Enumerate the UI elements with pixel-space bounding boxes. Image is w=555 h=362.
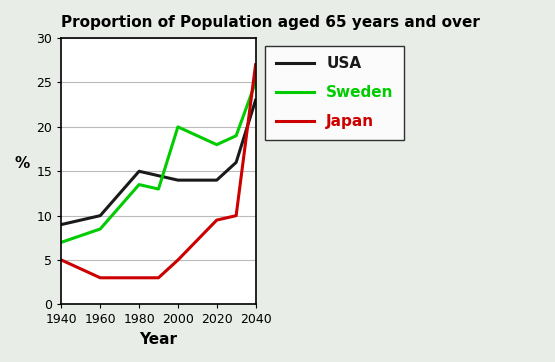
USA [252,98,259,102]
Japan [175,258,181,262]
Sweden [213,143,220,147]
USA [155,173,162,178]
USA [213,178,220,182]
Text: Proportion of Population aged 65 years and over: Proportion of Population aged 65 years a… [62,15,480,30]
Japan [252,63,259,67]
Sweden [233,134,239,138]
Sweden [136,182,143,187]
Sweden [155,187,162,191]
X-axis label: Year: Year [139,332,178,347]
USA [136,169,143,173]
USA [58,222,65,227]
Sweden [175,125,181,129]
Sweden [58,240,65,244]
Sweden [97,227,104,231]
Japan [136,275,143,280]
Japan [58,258,65,262]
Y-axis label: %: % [15,156,31,171]
Japan [155,275,162,280]
Line: USA: USA [62,100,255,224]
USA [233,160,239,165]
Legend: USA, Sweden, Japan: USA, Sweden, Japan [265,46,405,140]
Japan [97,275,104,280]
Japan [213,218,220,222]
Line: Japan: Japan [62,65,255,278]
Line: Sweden: Sweden [62,83,255,242]
Sweden [252,80,259,85]
USA [175,178,181,182]
Japan [233,214,239,218]
USA [97,214,104,218]
